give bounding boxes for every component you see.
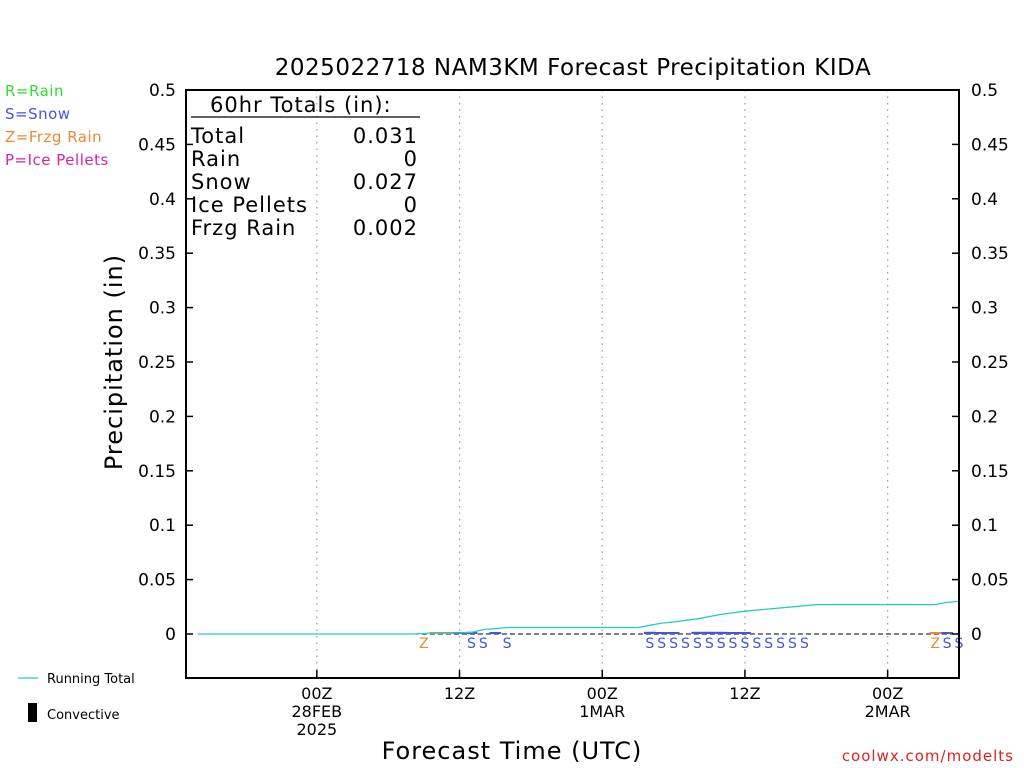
y-tick-label-left: 0.35 bbox=[138, 244, 176, 264]
precip-type-marker: Z bbox=[930, 636, 940, 652]
x-tick-label: 12Z bbox=[444, 684, 475, 703]
precip-bar bbox=[703, 631, 716, 634]
precip-bar bbox=[655, 632, 668, 634]
y-tick-label-right: 0.15 bbox=[971, 462, 1009, 482]
x-tick-label: 2MAR bbox=[865, 702, 911, 721]
y-tick-label-right: 0.05 bbox=[971, 571, 1009, 591]
y-tick-label-right: 0.45 bbox=[971, 135, 1009, 155]
y-tick-label-right: 0 bbox=[971, 625, 982, 645]
convective-legend-label: Convective bbox=[47, 708, 120, 723]
precip-type-marker: S bbox=[764, 636, 773, 652]
precip-type-marker: S bbox=[717, 636, 726, 652]
totals-row-value: 0.031 bbox=[353, 124, 418, 148]
precip-type-marker: S bbox=[681, 636, 690, 652]
y-tick-label-right: 0.1 bbox=[971, 516, 998, 536]
totals-row-label: Ice Pellets bbox=[191, 193, 308, 217]
totals-rows: Total 0.031 Rain 0 Snow 0.027 Ice Pellets 0 Frzg… bbox=[190, 124, 418, 240]
precip-bar bbox=[739, 632, 751, 634]
precip-bar bbox=[489, 632, 502, 634]
precip-bar bbox=[643, 631, 656, 634]
totals-row-value: 0.027 bbox=[353, 170, 418, 194]
precip-type-legend-item: Z=Frzg Rain bbox=[5, 128, 102, 146]
totals-row-label: Rain bbox=[191, 147, 241, 171]
grid-lines bbox=[316, 90, 889, 678]
precip-bar bbox=[691, 631, 704, 634]
precip-type-marker: S bbox=[657, 636, 666, 652]
totals-row-value: 0 bbox=[404, 193, 418, 217]
precip-type-marker: S bbox=[479, 636, 488, 652]
totals-row-value: 0 bbox=[404, 147, 418, 171]
bottom-legend: Running Total Convective bbox=[18, 672, 135, 723]
y-tick-label-left: 0.2 bbox=[149, 407, 176, 427]
precip-bar bbox=[715, 631, 728, 634]
precip-type-marker: S bbox=[467, 636, 476, 652]
precip-bar bbox=[941, 632, 954, 634]
y-tick-label-right: 0.3 bbox=[971, 299, 998, 319]
totals-header: 60hr Totals (in): bbox=[210, 93, 392, 117]
convective-legend-swatch bbox=[28, 703, 37, 722]
totals-row-label: Snow bbox=[191, 170, 252, 194]
precip-type-legend: R=Rain S=Snow Z=Frzg Rain P=Ice Pellets bbox=[5, 82, 109, 169]
y-tick-label-right: 0.25 bbox=[971, 353, 1009, 373]
x-tick-label: 1MAR bbox=[579, 702, 625, 721]
x-tick-label: 00Z bbox=[587, 684, 618, 703]
precip-type-legend-item: S=Snow bbox=[5, 105, 71, 123]
totals-box: 60hr Totals (in): Total 0.031 Rain 0 Snow 0.0… bbox=[190, 93, 420, 240]
running-total-legend-label: Running Total bbox=[47, 672, 135, 687]
precip-type-marker: S bbox=[729, 636, 738, 652]
chart-title: 2025022718 NAM3KM Forecast Precipitation… bbox=[275, 55, 871, 81]
precip-type-marker: S bbox=[693, 636, 702, 652]
totals-row-label: Frzg Rain bbox=[191, 216, 296, 240]
y-axis-left: 0 0.05 0.1 0.15 0.2 0.25 0.3 0.35 0.4 0.45 0.5 bbox=[138, 81, 193, 645]
x-axis-label: Forecast Time (UTC) bbox=[382, 737, 643, 765]
y-tick-label-right: 0.35 bbox=[971, 244, 1009, 264]
totals-row-value: 0.002 bbox=[353, 216, 418, 240]
precip-bar bbox=[929, 632, 942, 634]
precip-bar bbox=[667, 632, 680, 634]
y-axis-right: 0 0.05 0.1 0.15 0.2 0.25 0.3 0.35 0.4 0.45 0.5 bbox=[952, 81, 1009, 645]
x-tick-label: 2025 bbox=[296, 720, 337, 739]
y-tick-label-right: 0.2 bbox=[971, 407, 998, 427]
y-axis-label: Precipitation (in) bbox=[100, 254, 128, 470]
precip-type-marker: S bbox=[645, 636, 654, 652]
y-tick-label-left: 0.4 bbox=[149, 190, 176, 210]
y-tick-label-left: 0.3 bbox=[149, 299, 176, 319]
precip-type-legend-item: P=Ice Pellets bbox=[5, 151, 109, 169]
y-tick-label-left: 0.1 bbox=[149, 516, 176, 536]
precip-bar bbox=[727, 632, 739, 634]
precip-type-legend-item: R=Rain bbox=[5, 82, 64, 100]
y-tick-label-left: 0.5 bbox=[149, 81, 176, 101]
x-tick-label: 00Z bbox=[301, 684, 332, 703]
totals-row-label: Total bbox=[190, 124, 245, 148]
y-tick-label-left: 0.15 bbox=[138, 462, 176, 482]
precip-type-marker: S bbox=[669, 636, 678, 652]
x-tick-label: 28FEB bbox=[291, 702, 342, 721]
precip-type-marker: S bbox=[740, 636, 749, 652]
precip-type-marker: S bbox=[752, 636, 761, 652]
running-total-line bbox=[197, 600, 960, 635]
plot-frame bbox=[185, 89, 960, 679]
watermark: coolwx.com/modelts bbox=[842, 747, 1014, 765]
precip-type-marker: S bbox=[503, 636, 512, 652]
y-tick-label-left: 0 bbox=[165, 625, 176, 645]
precip-type-marker: S bbox=[776, 636, 785, 652]
precip-type-marker: S bbox=[788, 636, 797, 652]
y-tick-label-right: 0.4 bbox=[971, 190, 998, 210]
precip-type-marker: S bbox=[800, 636, 809, 652]
x-tick-label: 12Z bbox=[729, 684, 760, 703]
y-tick-label-left: 0.25 bbox=[138, 353, 176, 373]
y-tick-label-left: 0.05 bbox=[138, 571, 176, 591]
precip-type-marker: S bbox=[705, 636, 714, 652]
precip-type-marker: S bbox=[943, 636, 952, 652]
y-tick-label-left: 0.45 bbox=[138, 135, 176, 155]
precip-type-marker: Z bbox=[419, 636, 429, 652]
x-tick-label: 00Z bbox=[872, 684, 903, 703]
y-tick-label-right: 0.5 bbox=[971, 81, 998, 101]
